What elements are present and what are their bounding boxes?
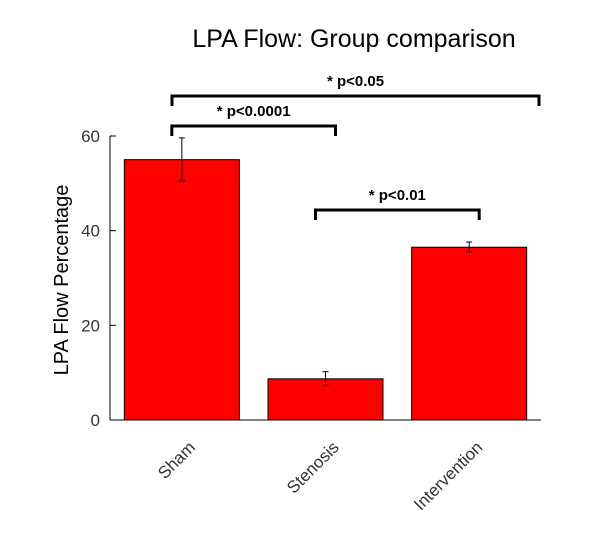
y-ticks: 0 20 40 60 (81, 127, 116, 430)
significance-bracket (170, 94, 541, 106)
y-tick-label: 0 (91, 411, 100, 430)
bar-intervention (411, 246, 528, 421)
y-tick-label: 40 (81, 222, 100, 241)
error-bars (178, 137, 473, 386)
chart-title: LPA Flow: Group comparison (192, 25, 515, 53)
significance-label: * p<0.01 (369, 187, 426, 204)
y-axis-label: LPA Flow Percentage (51, 185, 73, 376)
significance-brackets: * p<0.0001 * p<0.01 * p<0.05 (170, 73, 541, 220)
significance-label: * p<0.0001 (217, 103, 291, 120)
y-tick-label: 60 (81, 127, 100, 146)
category-label-intervention: Intervention (410, 438, 486, 514)
x-tick-labels: Sham Stenosis Intervention (154, 438, 486, 514)
bar-sham (123, 159, 240, 421)
category-label-sham: Sham (154, 438, 199, 483)
significance-bracket (170, 124, 337, 136)
y-tick-label: 20 (81, 316, 100, 335)
category-label-stenosis: Stenosis (283, 438, 343, 498)
significance-label: * p<0.05 (327, 73, 384, 90)
significance-bracket (314, 208, 481, 220)
bars (123, 159, 528, 421)
